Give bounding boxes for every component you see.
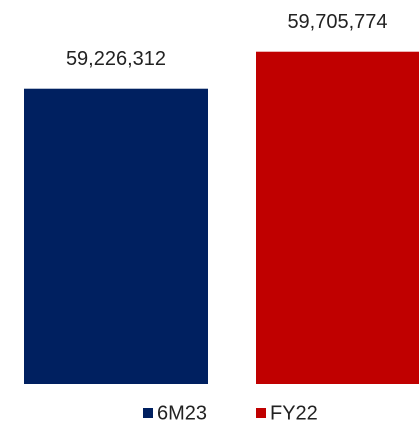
bar bbox=[24, 88, 208, 384]
bar bbox=[256, 51, 419, 384]
legend-label: 6M23 bbox=[157, 402, 207, 424]
data-label: 59,705,774 bbox=[287, 11, 387, 33]
legend-swatch bbox=[143, 408, 153, 418]
data-label: 59,226,312 bbox=[66, 48, 166, 70]
legend-label: FY22 bbox=[270, 402, 318, 424]
legend-swatch bbox=[256, 408, 266, 418]
